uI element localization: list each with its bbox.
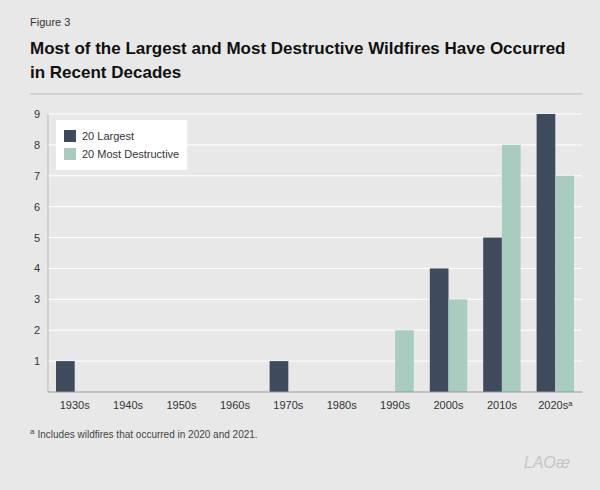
watermark: LAOᴂ [524,454,570,471]
x-tick-label: 1960s [220,399,250,411]
x-tick-label: 1970s [273,399,303,411]
legend-box [56,120,187,170]
title-line: Most of the Largest and Most Destructive… [30,39,565,58]
title-rule [30,94,582,95]
bars [56,114,574,392]
y-tick-label: 9 [34,108,40,120]
x-tick-label: 2000s [434,399,464,411]
x-tick-label: 2010s [487,399,517,411]
baseline [48,392,582,393]
y-tick-label: 5 [34,232,40,244]
title: Most of the Largest and Most Destructive… [30,39,565,82]
legend-swatch [64,130,76,142]
bar [395,330,414,392]
x-tick-label: 1940s [113,399,143,411]
y-tick-label: 2 [34,324,40,336]
bar [56,361,75,392]
bar [270,361,289,392]
bar [483,238,502,392]
chart: Figure 3 Most of the Largest and Most Des… [0,0,600,490]
footnote: aIncludes wildfires that occurred in 202… [30,427,258,440]
bar [555,176,574,392]
legend-label: 20 Largest [82,130,134,142]
footnote-marker: a [30,427,35,436]
footnote-text: Includes wildfires that occurred in 2020… [37,429,257,440]
grid-line [48,114,582,115]
bar [502,145,521,392]
y-tick-label: 1 [34,355,40,367]
background [0,0,600,490]
bar [430,268,449,392]
x-tick-label: 2020sᵃ [538,399,573,411]
x-tick-label: 1990s [380,399,410,411]
legend-swatch [64,148,76,160]
x-tick-label: 1930s [60,399,90,411]
y-axis-line [48,114,49,392]
y-tick-label: 6 [34,201,40,213]
bar [449,299,468,392]
y-tick-label: 3 [34,293,40,305]
y-tick-label: 4 [34,262,40,274]
legend-label: 20 Most Destructive [82,148,179,160]
y-tick-label: 7 [34,170,40,182]
bar [537,114,556,392]
figure-label: Figure 3 [30,16,70,28]
y-tick-label: 8 [34,139,40,151]
title-line: in Recent Decades [30,63,181,82]
x-tick-label: 1980s [327,399,357,411]
legend: 20 Largest 20 Most Destructive [56,120,187,170]
x-tick-label: 1950s [167,399,197,411]
